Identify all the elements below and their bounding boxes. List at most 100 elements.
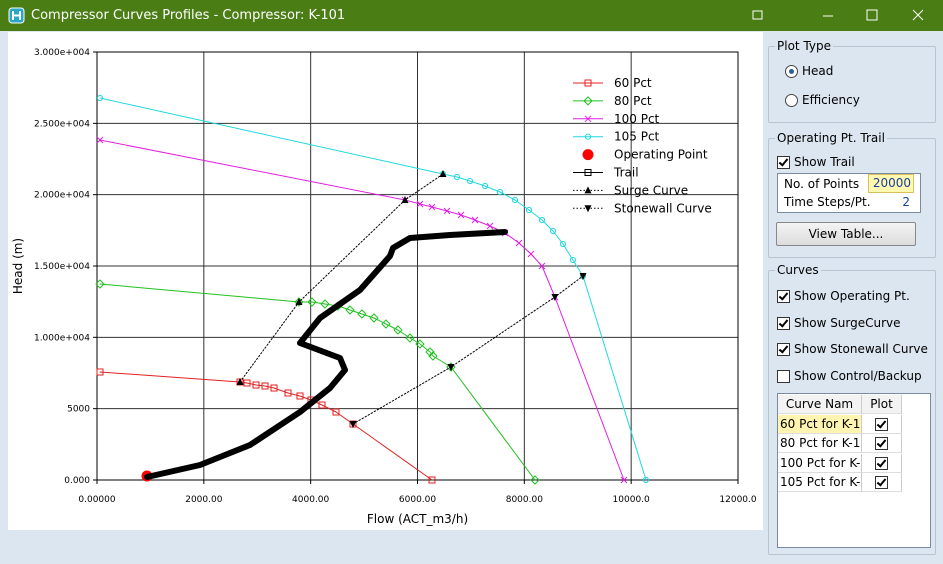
- marker: [584, 115, 592, 123]
- x-tick-label: 10000.0: [613, 495, 650, 505]
- plot-checkbox[interactable]: [875, 437, 888, 451]
- checkbox[interactable]: [777, 316, 790, 330]
- legend-label: 105 Pct: [614, 130, 660, 144]
- field-value[interactable]: 20000: [868, 174, 914, 193]
- table-cell[interactable]: 80 Pct for K-1(: [778, 434, 862, 454]
- marker: [332, 408, 340, 416]
- marker: [538, 262, 546, 270]
- table-cell[interactable]: 105 Pct for K-: [778, 472, 862, 492]
- group-title: Curves: [775, 263, 821, 277]
- y-tick-label: 1.000e+004: [34, 333, 90, 343]
- field-value[interactable]: 2: [902, 195, 910, 209]
- legend-label: 60 Pct: [614, 76, 652, 90]
- y-axis-title: Head (m): [11, 238, 25, 294]
- column-header[interactable]: Plot: [862, 395, 902, 414]
- plot-type-group: Plot Type: [768, 39, 936, 123]
- marker: [428, 203, 436, 211]
- marker: [349, 421, 357, 429]
- radio-label: Head: [802, 64, 834, 78]
- plot-checkbox[interactable]: [875, 456, 888, 470]
- marker: [481, 182, 489, 190]
- checkbox-label: Show Control/Backup: [794, 369, 922, 384]
- marker: [320, 299, 330, 309]
- legend-label: Trail: [613, 166, 639, 180]
- marker: [511, 196, 519, 204]
- marker: [261, 382, 269, 390]
- y-tick-label: 1.500e+004: [34, 262, 90, 272]
- series-line: [99, 371, 433, 481]
- table-cell: [862, 434, 902, 454]
- radio-head[interactable]: [785, 65, 798, 78]
- table-cell: [862, 453, 902, 473]
- table-cell: [862, 472, 902, 492]
- marker: [530, 475, 540, 485]
- y-tick-label: 2.500e+004: [34, 119, 90, 129]
- marker: [439, 170, 447, 178]
- plot-checkbox[interactable]: [875, 475, 888, 489]
- column-header[interactable]: Curve Nam: [778, 395, 862, 414]
- marker: [471, 216, 479, 224]
- marker: [443, 207, 451, 215]
- checkbox[interactable]: [777, 290, 790, 303]
- pin-button[interactable]: [752, 10, 763, 20]
- plot-border: [96, 51, 739, 481]
- checkbox-show-trail[interactable]: [777, 156, 790, 169]
- legend-label: 80 Pct: [614, 94, 652, 108]
- marker: [551, 294, 559, 302]
- plot-checkbox[interactable]: [875, 418, 888, 431]
- series-line: [239, 173, 444, 383]
- marker: [252, 381, 260, 389]
- y-tick-label: 5000: [67, 405, 90, 415]
- field-label: Time Steps/Pt.: [784, 195, 871, 209]
- view-table-button[interactable]: View Table...: [776, 222, 916, 246]
- marker: [549, 227, 557, 235]
- legend-label: Operating Point: [614, 148, 708, 162]
- marker: [95, 279, 105, 289]
- marker: [559, 240, 567, 248]
- marker: [96, 136, 104, 144]
- marker: [428, 476, 436, 484]
- marker: [584, 186, 592, 194]
- maximize-button[interactable]: [866, 9, 878, 21]
- marker: [243, 379, 251, 387]
- trail-group: Operating Pt. Trail: [768, 131, 936, 258]
- marker: [584, 133, 592, 140]
- group-title: Operating Pt. Trail: [775, 131, 887, 145]
- checkbox-label: Show Trail: [794, 155, 855, 169]
- series-line: [144, 229, 508, 480]
- marker: [96, 94, 104, 102]
- marker: [583, 96, 593, 106]
- field-label: No. of Points: [784, 177, 860, 191]
- title-bar-icons: [8, 7, 924, 24]
- marker: [307, 297, 317, 307]
- checkbox[interactable]: [777, 370, 790, 384]
- table-cell[interactable]: 100 Pct for K-: [778, 453, 862, 473]
- x-tick-label: 12000.0: [719, 495, 756, 505]
- legend-label: 100 Pct: [614, 112, 660, 126]
- marker: [294, 297, 304, 307]
- marker: [538, 216, 546, 224]
- x-tick-label: 8000.00: [506, 495, 543, 505]
- marker: [295, 298, 303, 306]
- checkbox-label: Show Stonewall Curve: [794, 342, 928, 357]
- marker: [296, 392, 304, 400]
- title-bar: Compressor Curves Profiles - Compressor:…: [0, 0, 943, 31]
- table-cell[interactable]: 60 Pct for K-1(: [778, 415, 862, 434]
- checkbox[interactable]: [777, 343, 790, 357]
- marker: [318, 401, 326, 409]
- x-tick-label: 6000.00: [399, 495, 436, 505]
- marker: [415, 339, 425, 349]
- marker: [369, 313, 379, 323]
- marker: [425, 347, 435, 357]
- marker: [270, 384, 278, 392]
- marker: [642, 476, 650, 484]
- legend-label: Surge Curve: [614, 183, 688, 197]
- close-button[interactable]: [912, 9, 924, 21]
- legend-label: Stonewall Curve: [614, 201, 712, 215]
- x-tick-label: 2000.00: [185, 495, 222, 505]
- x-axis-title: Flow (ACT_m3/h): [367, 512, 468, 526]
- marker: [405, 333, 415, 343]
- marker: [579, 273, 587, 281]
- radio-efficiency[interactable]: [785, 94, 798, 107]
